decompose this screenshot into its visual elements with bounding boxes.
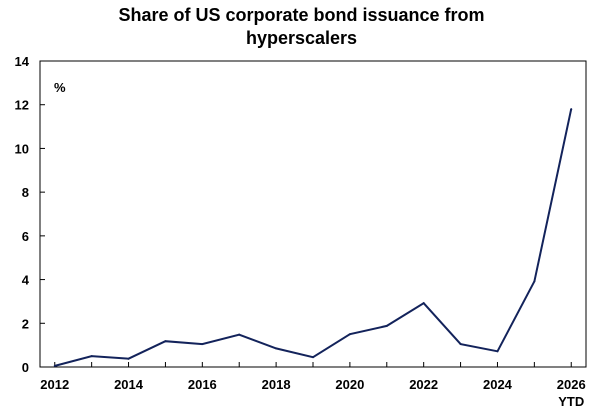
data-point <box>201 343 204 346</box>
data-point <box>459 343 462 346</box>
series-line <box>54 108 573 367</box>
unit-label: % <box>54 80 66 95</box>
x-tick-label: 2024 <box>483 377 513 392</box>
data-point <box>496 350 499 353</box>
y-tick-label: 10 <box>15 141 29 156</box>
y-axis: 0 2 4 6 8 10 12 14 <box>15 54 45 375</box>
data-point <box>90 355 93 358</box>
y-tick-label: 4 <box>22 273 30 288</box>
data-point <box>422 302 425 305</box>
x-tick-label: 2022 <box>409 377 438 392</box>
data-point <box>385 324 388 327</box>
chart-title-line2: hyperscalers <box>245 28 358 48</box>
chart-title-line1: Share of US corporate bond issuance from <box>118 5 485 25</box>
data-point <box>238 333 241 336</box>
x-tick-label: 2020 <box>335 377 364 392</box>
data-point <box>570 108 573 111</box>
series-layer <box>53 108 573 367</box>
x-tick-label: 2012 <box>40 377 69 392</box>
data-point <box>275 347 278 350</box>
data-point <box>348 333 351 336</box>
x-axis: 2012 2014 2016 2018 2020 2022 2024 2026 YTD <box>40 362 586 409</box>
y-tick-label: 0 <box>22 360 29 375</box>
y-tick-label: 14 <box>15 54 30 69</box>
data-point <box>533 280 536 283</box>
data-point <box>312 356 314 359</box>
plot-frame <box>39 60 587 368</box>
y-tick-label: 2 <box>22 316 29 331</box>
chart-title: Share of US corporate bond issuance from… <box>0 4 603 50</box>
data-point <box>53 364 56 367</box>
data-point <box>127 357 130 360</box>
x-tick-label: 2014 <box>114 377 144 392</box>
x-tick-label: 2018 <box>262 377 291 392</box>
y-tick-label: 8 <box>22 185 29 200</box>
x-tick-label: 2016 <box>188 377 217 392</box>
data-point <box>164 340 167 343</box>
x-tick-label: 2026 <box>557 377 586 392</box>
y-tick-label: 12 <box>15 98 29 113</box>
y-tick-label: 6 <box>22 229 29 244</box>
x-tick-sublabel: YTD <box>558 394 584 409</box>
